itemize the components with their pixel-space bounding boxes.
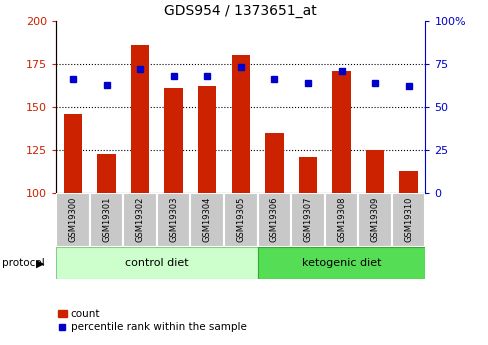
Text: protocol: protocol <box>2 258 45 268</box>
Bar <box>365 150 384 193</box>
Text: control diet: control diet <box>125 258 188 268</box>
Bar <box>399 171 417 193</box>
FancyBboxPatch shape <box>257 193 290 247</box>
Bar <box>257 247 425 279</box>
Text: GSM19306: GSM19306 <box>269 196 278 241</box>
Bar <box>131 45 149 193</box>
Bar <box>298 157 317 193</box>
Text: GSM19301: GSM19301 <box>102 196 111 241</box>
Title: GDS954 / 1373651_at: GDS954 / 1373651_at <box>164 4 317 18</box>
FancyBboxPatch shape <box>157 193 190 247</box>
FancyBboxPatch shape <box>391 193 425 247</box>
FancyBboxPatch shape <box>290 193 324 247</box>
Text: GSM19310: GSM19310 <box>403 196 412 241</box>
Bar <box>63 114 82 193</box>
Bar <box>332 71 350 193</box>
FancyBboxPatch shape <box>190 193 224 247</box>
Legend: count, percentile rank within the sample: count, percentile rank within the sample <box>54 305 250 336</box>
Bar <box>164 88 183 193</box>
FancyBboxPatch shape <box>224 193 257 247</box>
Text: ketogenic diet: ketogenic diet <box>301 258 381 268</box>
FancyBboxPatch shape <box>358 193 391 247</box>
FancyBboxPatch shape <box>324 193 358 247</box>
FancyBboxPatch shape <box>90 193 123 247</box>
Text: GSM19304: GSM19304 <box>203 196 211 241</box>
Text: GSM19309: GSM19309 <box>370 196 379 241</box>
Bar <box>264 133 283 193</box>
Text: GSM19300: GSM19300 <box>68 196 78 241</box>
Text: ▶: ▶ <box>36 258 45 268</box>
Text: GSM19303: GSM19303 <box>169 196 178 241</box>
FancyBboxPatch shape <box>56 193 90 247</box>
Bar <box>97 154 116 193</box>
Text: GSM19307: GSM19307 <box>303 196 312 241</box>
Text: GSM19305: GSM19305 <box>236 196 245 241</box>
Text: GSM19302: GSM19302 <box>135 196 144 241</box>
Bar <box>56 247 257 279</box>
FancyBboxPatch shape <box>123 193 157 247</box>
Bar <box>231 55 249 193</box>
Text: GSM19308: GSM19308 <box>336 196 346 241</box>
Bar <box>198 86 216 193</box>
